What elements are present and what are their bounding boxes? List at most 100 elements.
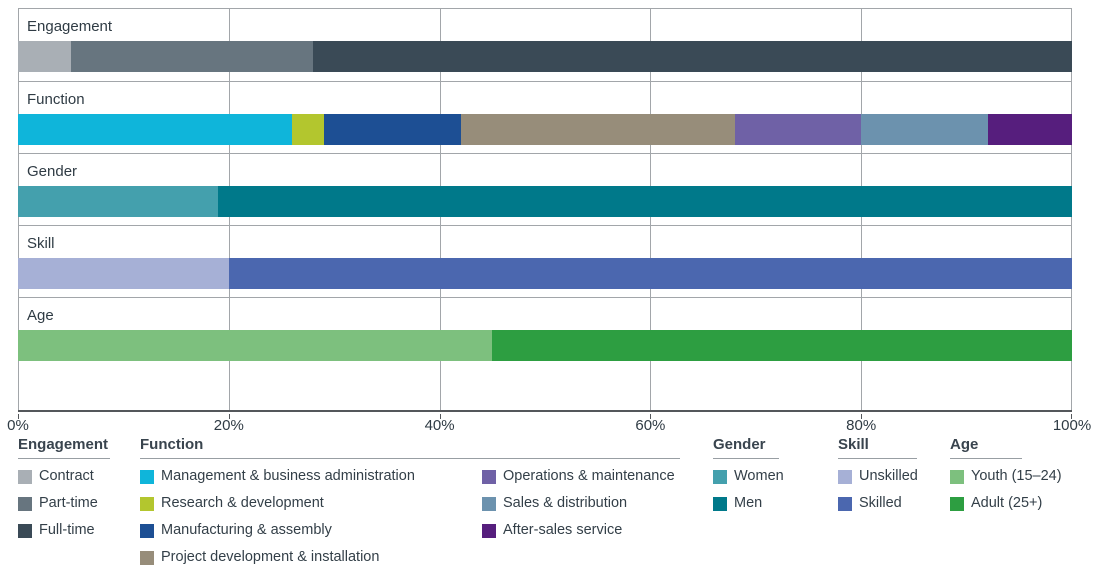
segment-sales-distribution [861, 114, 988, 145]
segment-men [218, 186, 1072, 217]
legend-group-gender: Gender Women Men [713, 437, 784, 512]
legend-group-title-skill: Skill [838, 437, 917, 459]
legend-item-sales-distribution: Sales & distribution [482, 495, 675, 512]
tick-label-40: 40% [424, 417, 455, 434]
legend-item-full-time: Full-time [18, 522, 98, 539]
tick-label-100: 100% [1052, 417, 1092, 434]
legend-label-women: Women [734, 468, 784, 484]
legend-label-skilled: Skilled [859, 495, 902, 511]
segment-part-time [70, 41, 314, 72]
legend-swatch-management-business-administration [140, 469, 154, 484]
tick-mark-60 [650, 414, 652, 419]
segment-manufacturing-assembly [323, 114, 461, 145]
legend-item-management-business-administration: Management & business administration [140, 468, 482, 485]
plot-area: Engagement Function Gender Skill Age [18, 8, 1072, 412]
legend-group-engagement: Engagement Contract Part-time Full-time [18, 437, 110, 539]
segment-women [18, 186, 219, 217]
legend-swatch-women [713, 469, 727, 484]
legend-item-unskilled: Unskilled [838, 468, 918, 485]
legend-swatch-manufacturing-assembly [140, 523, 154, 538]
legend-label-project-development-installation: Project development & installation [161, 549, 380, 565]
legend-label-adult-25: Adult (25+) [971, 495, 1043, 511]
legend-group-age: Age Youth (15–24) Adult (25+) [950, 437, 1062, 512]
legend-item-manufacturing-assembly: Manufacturing & assembly [140, 522, 482, 539]
legend-swatch-men [713, 496, 727, 511]
segment-after-sales-service [987, 114, 1072, 145]
legend-column: Operations & maintenance Sales & distribu… [482, 468, 675, 566]
stacked-bar-engagement [18, 41, 1072, 72]
stacked-bar-function [18, 114, 1072, 145]
legend-swatch-operations-maintenance [482, 469, 496, 484]
legend-label-unskilled: Unskilled [859, 468, 918, 484]
legend-label-after-sales-service: After-sales service [503, 522, 623, 538]
band-function: Function [18, 81, 1072, 153]
legend: Engagement Contract Part-time Full-time Func… [18, 437, 1082, 567]
legend-group-title-function: Function [140, 437, 680, 459]
legend-columns: Women Men [713, 468, 784, 512]
tick-label-60: 60% [635, 417, 666, 434]
legend-swatch-sales-distribution [482, 496, 496, 511]
segment-full-time [313, 41, 1072, 72]
legend-item-research-development: Research & development [140, 495, 482, 512]
band-skill: Skill [18, 225, 1072, 297]
legend-group-function: Function Management & business administra… [140, 437, 680, 566]
legend-swatch-contract [18, 469, 32, 484]
band-gender: Gender [18, 153, 1072, 225]
segment-operations-maintenance [734, 114, 862, 145]
legend-item-women: Women [713, 468, 784, 485]
stacked-bar-skill [18, 258, 1072, 289]
band-engagement: Engagement [18, 9, 1072, 81]
legend-item-men: Men [713, 495, 784, 512]
legend-item-part-time: Part-time [18, 495, 98, 512]
legend-columns: Contract Part-time Full-time [18, 468, 110, 539]
legend-swatch-adult-25 [950, 496, 964, 511]
legend-group-title-age: Age [950, 437, 1022, 459]
legend-item-contract: Contract [18, 468, 98, 485]
segment-youth-15-24 [18, 330, 493, 361]
legend-columns: Unskilled Skilled [838, 468, 918, 512]
legend-column: Youth (15–24) Adult (25+) [950, 468, 1062, 512]
legend-item-operations-maintenance: Operations & maintenance [482, 468, 675, 485]
legend-label-research-development: Research & development [161, 495, 324, 511]
legend-label-full-time: Full-time [39, 522, 95, 538]
legend-label-management-business-administration: Management & business administration [161, 468, 415, 484]
band-age: Age [18, 297, 1072, 369]
legend-swatch-youth-15-24 [950, 469, 964, 484]
legend-columns: Youth (15–24) Adult (25+) [950, 468, 1062, 512]
legend-label-men: Men [734, 495, 763, 511]
category-label-engagement: Engagement [27, 18, 113, 35]
legend-column: Women Men [713, 468, 784, 512]
category-label-gender: Gender [27, 163, 78, 180]
tick-mark-80 [861, 414, 863, 419]
legend-columns: Management & business administration Rese… [140, 468, 680, 566]
legend-label-operations-maintenance: Operations & maintenance [503, 468, 675, 484]
stacked-bar-age [18, 330, 1072, 361]
legend-item-after-sales-service: After-sales service [482, 522, 675, 539]
segment-unskilled [18, 258, 229, 289]
x-axis: 0% 20% 40% 60% 80% 100% [7, 414, 1091, 436]
legend-item-youth-15-24: Youth (15–24) [950, 468, 1062, 485]
legend-item-skilled: Skilled [838, 495, 918, 512]
legend-group-title-engagement: Engagement [18, 437, 110, 459]
segment-contract [18, 41, 71, 72]
legend-column: Management & business administration Rese… [140, 468, 482, 566]
legend-label-sales-distribution: Sales & distribution [503, 495, 628, 511]
tick-label-20: 20% [213, 417, 244, 434]
tick-mark-20 [228, 414, 230, 419]
legend-group-skill: Skill Unskilled Skilled [838, 437, 918, 512]
tick-mark-0 [18, 414, 19, 419]
legend-item-adult-25: Adult (25+) [950, 495, 1062, 512]
legend-swatch-part-time [18, 496, 32, 511]
legend-label-contract: Contract [39, 468, 94, 484]
legend-label-manufacturing-assembly: Manufacturing & assembly [161, 522, 332, 538]
legend-column: Contract Part-time Full-time [18, 468, 98, 539]
legend-item-project-development-installation: Project development & installation [140, 549, 482, 566]
tick-mark-40 [439, 414, 441, 419]
legend-column: Unskilled Skilled [838, 468, 918, 512]
category-label-age: Age [27, 307, 54, 324]
legend-label-youth-15-24: Youth (15–24) [971, 468, 1062, 484]
tick-label-80: 80% [846, 417, 877, 434]
segment-skilled [228, 258, 1072, 289]
legend-swatch-unskilled [838, 469, 852, 484]
